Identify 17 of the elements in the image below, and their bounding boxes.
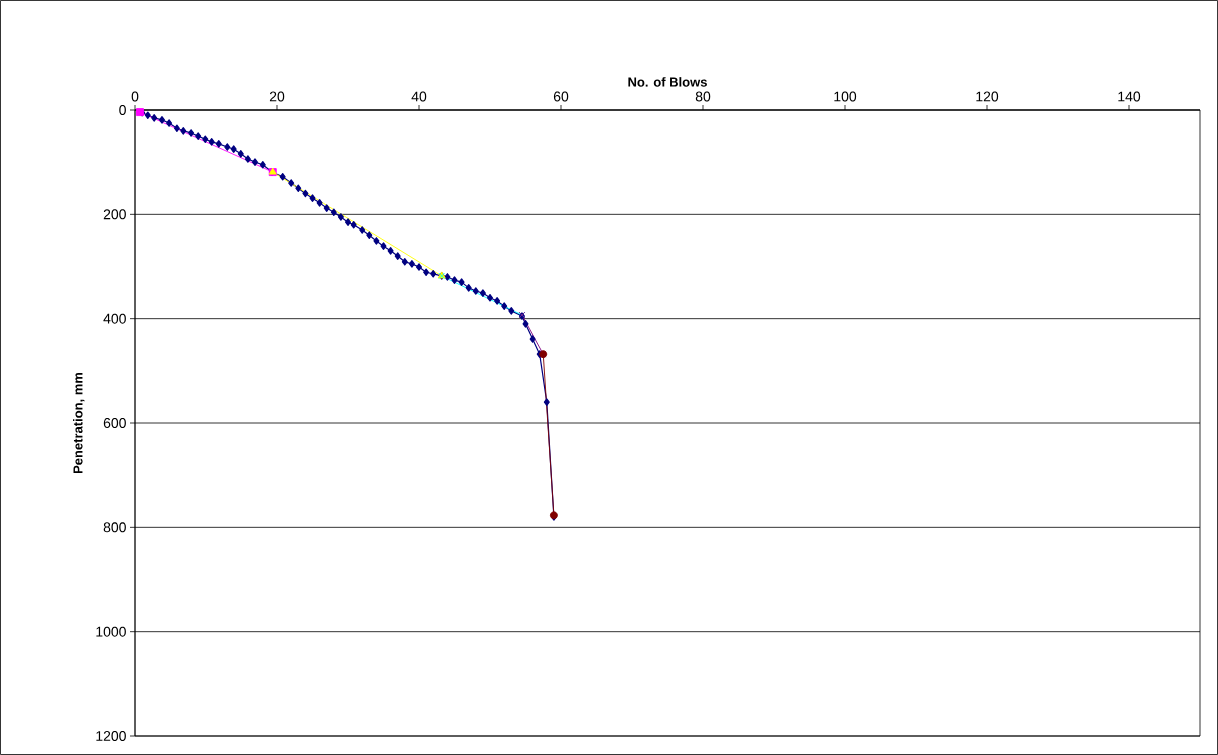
x-tick-label: 40: [411, 91, 427, 102]
x-tick-label: 120: [976, 91, 999, 102]
y-tick-label: 400: [103, 313, 126, 324]
y-tick-label: 1200: [96, 731, 126, 741]
x-axis-title: No. of Blows: [628, 77, 707, 87]
x-tick-label: 60: [553, 91, 569, 102]
y-tick-label: 800: [103, 522, 126, 533]
y-axis-title: Penetration, mm: [73, 372, 85, 474]
x-tick-label: 140: [1118, 91, 1141, 102]
y-tick-label: 600: [103, 418, 126, 428]
x-tick-label: 80: [695, 91, 711, 102]
x-tick-label: 0: [131, 91, 139, 102]
x-tick-label: 100: [834, 91, 857, 102]
y-tick-label: 1000: [96, 626, 126, 637]
x-tick-label: 20: [269, 91, 285, 102]
y-tick-label: 200: [103, 209, 126, 220]
y-tick-label: 0: [119, 105, 126, 115]
